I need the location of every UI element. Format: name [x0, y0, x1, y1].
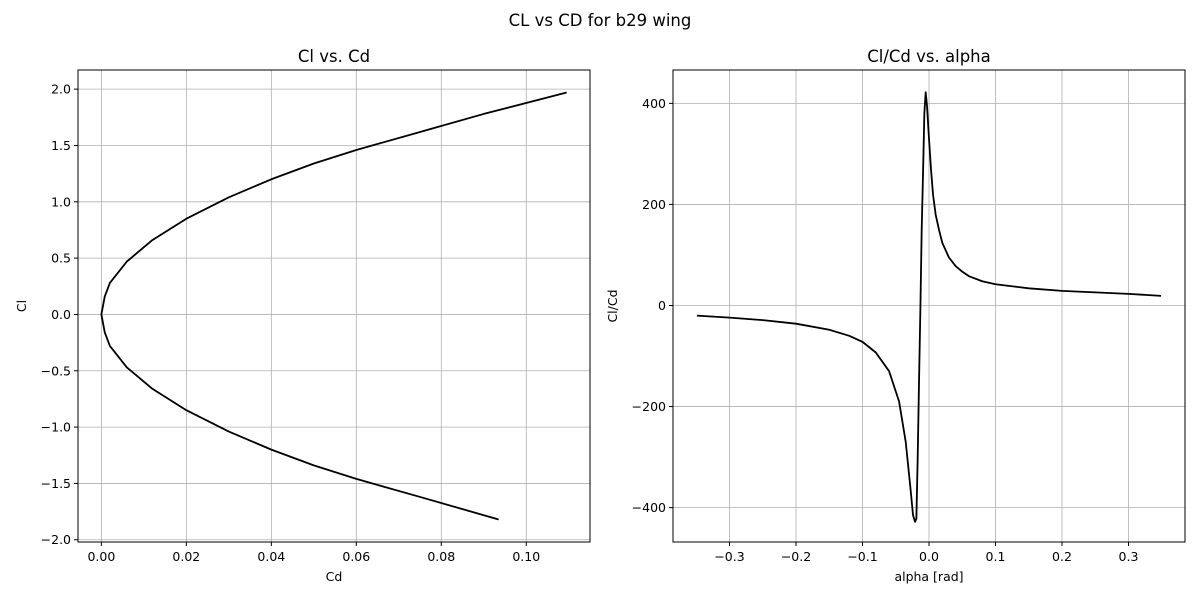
right-axes-title: Cl/Cd vs. alpha [867, 47, 991, 66]
left-x-tick: 0.04 [257, 542, 285, 564]
left-axes-frame [77, 69, 591, 543]
right-y-tick-label: 0 [658, 298, 666, 313]
left-y-tick: −0.5 [41, 363, 78, 378]
left-y-tick: 0.5 [51, 251, 78, 266]
left-x-tick: 0.06 [342, 542, 370, 564]
left-y-tick: 0.0 [51, 307, 78, 322]
right-y-tick: −400 [632, 500, 673, 515]
right-x-tick: −0.3 [714, 542, 745, 564]
right-x-tick-label: 0.3 [1119, 549, 1139, 564]
left-x-tick: 0.08 [427, 542, 455, 564]
left-x-tick-label: 0.10 [512, 549, 540, 564]
left-x-tick: 0.02 [172, 542, 200, 564]
left-y-tick: −1.5 [41, 476, 78, 491]
right-x-axis-label: alpha [rad] [894, 569, 963, 584]
right-series-line [696, 91, 1162, 523]
left-x-axis-label: Cd [326, 569, 343, 584]
left-x-tick-label: 0.04 [257, 549, 285, 564]
right-x-tick: −0.2 [781, 542, 811, 564]
left-axes: 0.00 0.02 0.04 0.06 0.08 0.10 −2.0 −1.5 −1.0 −0.5… [14, 47, 591, 584]
left-y-tick: 2.0 [51, 82, 78, 97]
right-x-tick-label: −0.1 [847, 549, 877, 564]
right-y-tick: 0 [658, 298, 673, 313]
right-x-tick-label: 0.1 [986, 549, 1006, 564]
left-y-tick-label: −0.5 [41, 363, 71, 378]
right-x-tick: 0.1 [986, 542, 1006, 564]
left-y-tick-label: 1.0 [51, 194, 71, 209]
right-x-tick: −0.1 [847, 542, 878, 564]
right-axes: −0.3 −0.2 −0.1 0.0 0.1 0.2 0.3 −400 −200 0 200 400 C… [605, 47, 1186, 584]
left-x-tick-label: 0.00 [87, 549, 115, 564]
right-y-tick: −200 [632, 399, 673, 414]
right-x-tick: 0.3 [1119, 542, 1139, 564]
right-grid [673, 70, 1185, 542]
right-x-tick: 0.2 [1052, 542, 1072, 564]
right-y-axis-label: Cl/Cd [605, 289, 620, 322]
left-x-tick: 0.10 [512, 542, 540, 564]
right-y-tick: 400 [642, 96, 673, 111]
left-series-line [100, 91, 567, 521]
left-y-tick: −1.0 [41, 420, 78, 435]
left-x-tick: 0.00 [87, 542, 115, 564]
left-x-tick-label: 0.08 [427, 549, 455, 564]
left-y-tick: −2.0 [41, 532, 78, 547]
left-y-tick-label: −1.5 [41, 476, 71, 491]
left-y-tick-label: 0.0 [51, 307, 71, 322]
right-y-tick-label: 200 [642, 197, 666, 212]
left-y-tick: 1.5 [51, 138, 78, 153]
figure-title: CL vs CD for b29 wing [509, 11, 692, 30]
left-y-tick-label: 0.5 [51, 251, 71, 266]
left-x-tick-label: 0.06 [342, 549, 370, 564]
left-y-tick-label: 2.0 [51, 82, 71, 97]
right-x-tick-label: 0.2 [1052, 549, 1072, 564]
right-x-tick-label: −0.3 [714, 549, 744, 564]
left-grid [78, 70, 590, 542]
right-x-tick-label: −0.2 [781, 549, 811, 564]
right-y-tick-label: −400 [632, 500, 666, 515]
right-y-tick-label: 400 [642, 96, 666, 111]
right-y-tick: 200 [642, 197, 673, 212]
right-x-tick: 0.0 [919, 542, 939, 564]
left-y-tick-label: 1.5 [51, 138, 71, 153]
right-x-tick-label: 0.0 [919, 549, 939, 564]
left-y-tick-label: −2.0 [41, 532, 71, 547]
left-y-axis-label: Cl [14, 300, 29, 312]
left-y-tick-label: −1.0 [41, 420, 71, 435]
left-axes-title: Cl vs. Cd [298, 47, 370, 66]
right-y-tick-label: −200 [632, 399, 666, 414]
left-y-tick: 1.0 [51, 194, 78, 209]
left-x-tick-label: 0.02 [172, 549, 200, 564]
